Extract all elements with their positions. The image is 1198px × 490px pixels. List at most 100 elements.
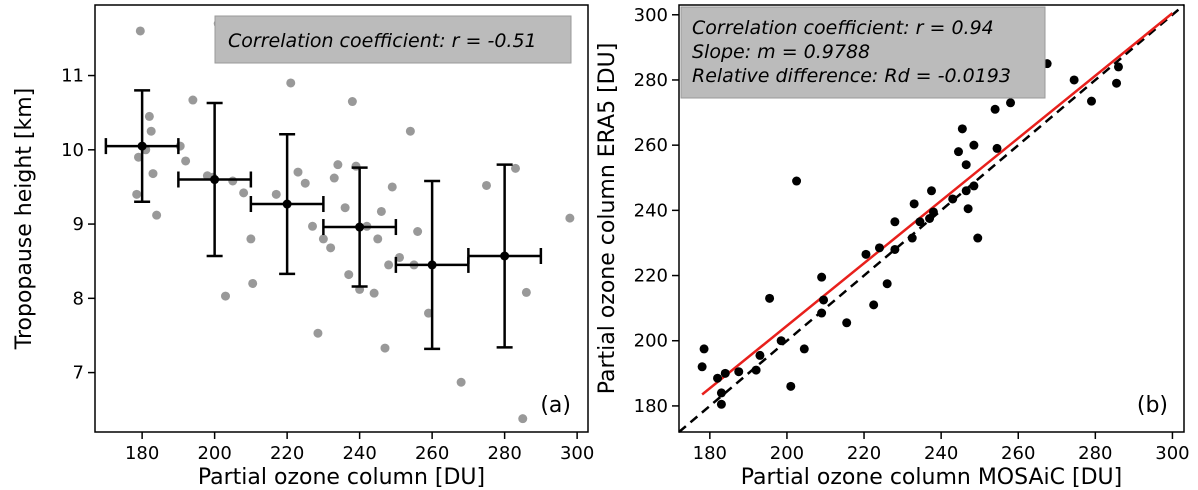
panel-b-data-point <box>925 214 935 223</box>
panel-a-data-point <box>188 95 198 105</box>
panel-b-data-point <box>817 308 827 318</box>
panel-a-y-tick-label: 8 <box>73 288 84 309</box>
panel-b-x-tick-label: 280 <box>1078 443 1112 464</box>
panel-a-x-tick-label: 260 <box>415 443 449 464</box>
panel-b-y-tick-label: 220 <box>634 266 668 287</box>
panel-a-data-point <box>326 243 336 253</box>
panel-a-data-point <box>146 126 156 136</box>
panel-a-data-point <box>387 182 397 192</box>
panel-a-y-tick-label: 9 <box>73 214 84 235</box>
panel-a-data-point <box>405 126 415 136</box>
panel-b-data-point <box>957 124 967 134</box>
panel-a-x-tick-label: 240 <box>342 443 376 464</box>
panel-a-data-point <box>482 180 491 190</box>
panel-a-plot-frame <box>94 4 589 433</box>
panel-a-data-point <box>152 210 162 220</box>
panel-b-label: (b) <box>1137 393 1168 418</box>
panel-a-label: (a) <box>540 393 571 418</box>
panel-b-data-point <box>716 388 726 398</box>
panel-b-data-point <box>1006 98 1016 108</box>
panel-a-data-point <box>246 234 256 244</box>
panel-b-data-point <box>751 365 761 375</box>
panel-b-data-point <box>992 143 1002 153</box>
panel-a-data-point <box>340 203 350 213</box>
panel-a-data-point <box>221 291 230 301</box>
panel-b-data-point <box>890 244 900 254</box>
panel-b-plot-frame <box>678 4 1185 433</box>
panel-b-data-point <box>961 160 971 170</box>
panel-a-y-tick-label: 10 <box>61 140 84 161</box>
panel-a-data-point <box>565 213 575 223</box>
panel-a-data-point <box>333 160 343 170</box>
panel-a-data-point <box>518 414 528 424</box>
panel-b-scatter-chart: Correlation coefficient: r = 0.94 Slope:… <box>595 4 1190 490</box>
panel-a-binned-mean-point <box>500 251 510 261</box>
panel-b-data-point <box>1113 62 1123 72</box>
panel-b-data-point <box>973 233 983 243</box>
panel-b-x-tick-label: 260 <box>1001 443 1035 464</box>
panel-b-data-point <box>786 381 796 391</box>
panel-a-data-point <box>300 178 310 188</box>
panel-a-binned-mean-point <box>137 141 147 151</box>
panel-b-x-tick-label: 240 <box>924 443 958 464</box>
panel-a-annotation-box <box>214 15 572 64</box>
panel-b-data-point <box>907 233 917 243</box>
panel-a-data-point <box>329 173 339 183</box>
panel-b-regression-line <box>701 12 1174 396</box>
panel-b-slope-annotation: Slope: m = 0.9788 <box>692 41 870 63</box>
panel-b-data-point <box>720 368 730 378</box>
panel-b-x-tick-label: 200 <box>770 443 804 464</box>
panel-b-data-point <box>874 243 884 253</box>
panel-b-marks <box>697 59 1123 409</box>
panel-a-x-tick-label: 300 <box>560 443 594 464</box>
panel-b-x-tick-label: 220 <box>847 443 881 464</box>
panel-a-data-point <box>134 152 143 162</box>
panel-a-y-axis-label: Tropopause height [km] <box>12 88 37 351</box>
panel-a-data-point <box>413 226 423 236</box>
panel-b-data-point <box>697 362 707 372</box>
panel-a-data-point <box>456 377 466 387</box>
panel-a-data-point <box>395 252 404 262</box>
panel-b-y-tick-label: 300 <box>634 5 668 26</box>
panel-a-data-point <box>293 167 303 177</box>
panel-b-data-point <box>755 350 765 360</box>
panel-a-binned-mean-point <box>355 222 365 232</box>
panel-b-data-point <box>969 181 979 191</box>
panel-b-x-tick-label: 300 <box>1155 443 1189 464</box>
panel-a-data-point <box>286 78 296 88</box>
panel-b-y-tick-label: 260 <box>634 135 668 156</box>
panel-a-binned-mean-point <box>427 260 437 270</box>
panel-b-data-point <box>713 373 723 383</box>
panel-a-x-tick-label: 180 <box>125 443 159 464</box>
panel-a-y-tick-label: 11 <box>61 66 84 87</box>
panel-a-data-point <box>380 343 390 353</box>
panel-a-marks <box>104 19 575 424</box>
panel-b-data-point <box>928 207 938 217</box>
panel-a-data-point <box>132 189 142 199</box>
panel-b-data-point <box>909 199 919 209</box>
panel-a-data-point <box>228 176 238 186</box>
panel-a-x-tick-label: 220 <box>270 443 304 464</box>
panel-a-data-point <box>239 188 249 198</box>
panel-a-scatter-chart: Correlation coefficient: r = -0.51 (a) 1… <box>12 4 594 490</box>
panel-a-data-point <box>308 221 317 231</box>
panel-b-data-point <box>699 344 709 354</box>
panel-b-y-axis-label: Partial ozone column ERA5 [DU] <box>595 43 620 395</box>
panel-b-data-point <box>948 194 958 204</box>
panel-b-data-point <box>799 344 809 354</box>
panel-b-data-point <box>882 279 892 289</box>
panel-a-data-point <box>369 288 379 298</box>
panel-a-data-point <box>181 156 191 166</box>
panel-a-data-point <box>313 328 323 338</box>
panel-a-data-point <box>347 97 357 107</box>
panel-a-correlation-annotation: Correlation coefficient: r = -0.51 <box>228 30 537 52</box>
panel-b-data-point <box>1086 96 1096 106</box>
panel-a-data-point <box>373 234 383 244</box>
panel-a-data-point <box>271 189 281 199</box>
panel-a-binned-mean-point <box>210 175 220 185</box>
panel-a-x-axis-label: Partial ozone column [DU] <box>198 465 485 490</box>
panel-b-data-point <box>819 295 829 305</box>
panel-a-data-point <box>521 287 531 297</box>
panel-b-data-point <box>842 318 852 328</box>
